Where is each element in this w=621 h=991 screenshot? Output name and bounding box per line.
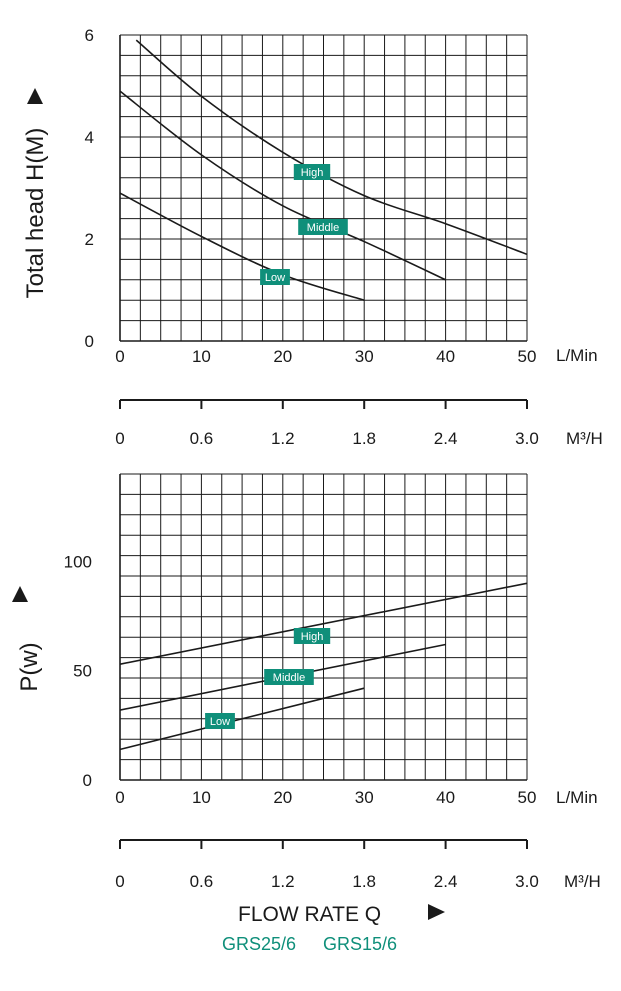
badge-label: Low	[265, 272, 285, 284]
secondary-tick-label: 0.6	[190, 872, 214, 891]
secondary-axis	[119, 399, 528, 409]
y-axis-arrow-icon	[27, 88, 43, 104]
model-label-grs15: GRS15/6	[323, 934, 397, 954]
x-axis-title: FLOW RATE Q	[238, 903, 381, 926]
badge-background	[298, 219, 348, 235]
secondary-tick-label: 2.4	[434, 872, 458, 891]
y-axis-label: Total head H(M)	[22, 128, 49, 299]
x-tick-label: 0	[115, 347, 124, 366]
y-tick-labels: 0 50 100	[64, 552, 92, 790]
curve-low	[120, 192, 365, 301]
x-unit-label: L/Min	[556, 788, 598, 807]
curve-badges: High Middle Low	[260, 164, 348, 285]
x-tick-labels: 0 10 20 30 40 50	[115, 788, 536, 807]
badge-background	[293, 164, 331, 180]
y-tick-labels: 0 2 4 6	[85, 26, 94, 351]
badge-label: High	[301, 167, 324, 179]
x-tick-label: 0	[115, 788, 124, 807]
secondary-unit-label: M³/H	[564, 872, 601, 891]
badge-middle: Middle	[298, 219, 348, 235]
grid	[119, 473, 528, 781]
secondary-tick-label: 0	[115, 872, 124, 891]
x-tick-label: 10	[192, 347, 211, 366]
badge-low: Low	[260, 269, 290, 285]
y-axis-label: P(w)	[16, 642, 43, 691]
x-unit-label: L/Min	[556, 346, 598, 365]
secondary-unit-label: M³/H	[566, 429, 603, 448]
secondary-tick-labels: 0 0.6 1.2 1.8 2.4 3.0	[115, 429, 539, 448]
badge-label: Middle	[273, 672, 305, 684]
secondary-tick-label: 2.4	[434, 429, 458, 448]
secondary-tick-labels: 0 0.6 1.2 1.8 2.4 3.0	[115, 872, 539, 891]
model-label-grs25: GRS25/6	[222, 934, 296, 954]
curve-high	[120, 582, 527, 665]
secondary-tick-label: 3.0	[515, 872, 539, 891]
secondary-tick-label: 1.2	[271, 429, 295, 448]
y-tick-label: 2	[85, 230, 94, 249]
x-tick-label: 30	[355, 347, 374, 366]
secondary-axis	[119, 839, 528, 849]
x-tick-label: 10	[192, 788, 211, 807]
badge-label: Middle	[307, 222, 339, 234]
head-flow-chart: High Middle Low 0 2 4 6 0 10 20 30 40 50 L/Min Tot…	[22, 26, 603, 448]
secondary-tick-label: 0.6	[190, 429, 214, 448]
secondary-tick-label: 1.8	[352, 872, 376, 891]
badge-label: Low	[210, 716, 230, 728]
secondary-tick-label: 1.2	[271, 872, 295, 891]
y-tick-label: 100	[64, 552, 92, 571]
curve-middle	[120, 90, 446, 281]
y-tick-label: 4	[85, 128, 94, 147]
badge-background	[260, 269, 290, 285]
badge-background	[264, 669, 314, 685]
y-axis-arrow-icon	[12, 586, 28, 602]
badge-high: High	[293, 164, 331, 180]
secondary-tick-label: 0	[115, 429, 124, 448]
secondary-unit-text: M³/H	[564, 872, 601, 891]
curve-badges: High Middle Low	[205, 628, 331, 729]
y-axis-title: P(w)	[16, 642, 43, 691]
x-tick-label: 20	[273, 788, 292, 807]
badge-label: High	[301, 631, 324, 643]
badge-background	[205, 713, 235, 729]
y-tick-label: 50	[73, 662, 92, 681]
x-tick-labels: 0 10 20 30 40 50	[115, 347, 536, 366]
grid	[119, 34, 528, 342]
x-tick-label: 30	[355, 788, 374, 807]
y-axis-title: Total head H(M)	[22, 128, 49, 299]
secondary-tick-label: 3.0	[515, 429, 539, 448]
x-tick-label: 50	[518, 347, 537, 366]
x-tick-label: 20	[273, 347, 292, 366]
badge-background	[293, 628, 331, 644]
secondary-tick-label: 1.8	[352, 429, 376, 448]
x-tick-label: 40	[436, 347, 455, 366]
y-tick-label: 0	[85, 332, 94, 351]
badge-low: Low	[205, 713, 235, 729]
secondary-unit-text: M³/H	[566, 429, 603, 448]
x-tick-label: 40	[436, 788, 455, 807]
y-tick-label: 6	[85, 26, 94, 45]
x-axis-arrow-icon	[428, 904, 445, 920]
power-flow-chart: High Middle Low 0 50 100 0 10 20 30 40 50 L/Min P…	[12, 473, 601, 891]
x-tick-label: 50	[518, 788, 537, 807]
badge-high: High	[293, 628, 331, 644]
badge-middle: Middle	[264, 669, 314, 685]
y-tick-label: 0	[83, 771, 92, 790]
curve-low	[120, 687, 365, 751]
